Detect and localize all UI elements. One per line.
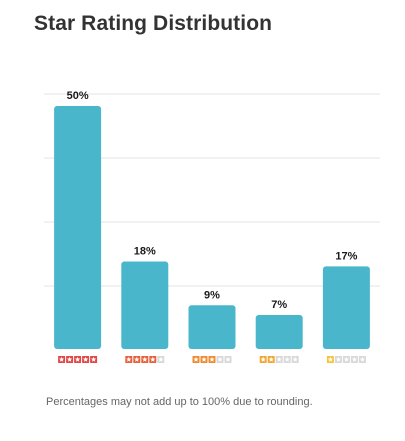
chart-title: Star Rating Distribution [34, 12, 273, 35]
bar-1-star [322, 266, 370, 349]
bar-5-star [54, 106, 102, 349]
star-rating-5-icon [58, 356, 98, 363]
bar-value-label: 17% [335, 250, 357, 262]
bar-value-label: 50% [67, 90, 89, 102]
bar-2-star [255, 314, 303, 349]
star-rating-2-icon [259, 356, 299, 363]
bar-4-star [121, 261, 169, 349]
bar-value-label: 18% [134, 246, 156, 258]
bar-3-star [188, 305, 236, 349]
star-rating-3-icon [192, 356, 232, 363]
star-rating-4-icon [125, 356, 165, 363]
star-rating-1-icon [326, 356, 366, 363]
bar-value-label: 7% [271, 299, 287, 311]
rounding-footnote: Percentages may not add up to 100% due t… [46, 396, 313, 408]
bar-value-label: 9% [204, 289, 220, 301]
